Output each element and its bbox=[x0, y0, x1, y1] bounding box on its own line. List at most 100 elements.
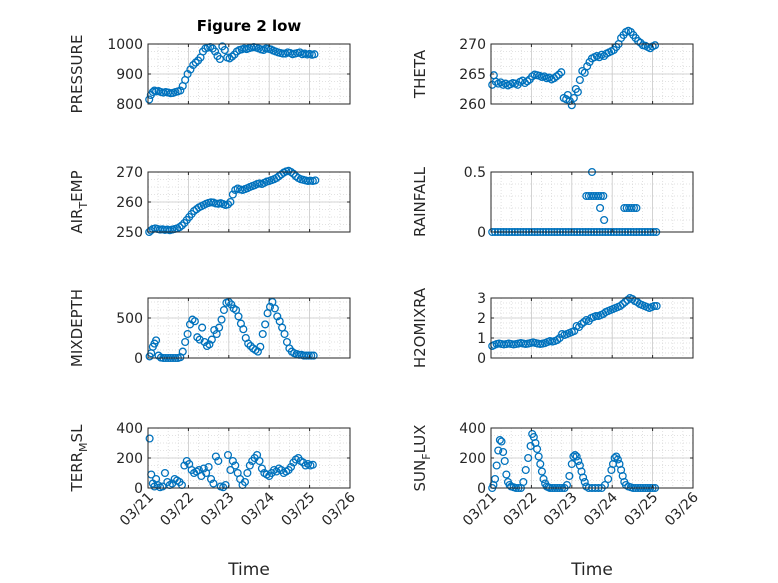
data-point bbox=[181, 337, 190, 347]
data-point bbox=[492, 461, 501, 470]
data-point bbox=[518, 76, 527, 85]
x-tick-label: 03/22 bbox=[157, 490, 197, 530]
x-tick-label: 03/22 bbox=[500, 490, 540, 530]
data-point bbox=[206, 474, 216, 484]
data-point bbox=[261, 320, 270, 329]
data-point bbox=[580, 477, 589, 487]
subplot-air-temp: 250 260 270 AIRTEMP bbox=[68, 165, 351, 241]
data-point bbox=[650, 41, 660, 50]
y-tick-label: 260 bbox=[459, 97, 486, 113]
data-point bbox=[257, 464, 266, 473]
data-point bbox=[497, 437, 506, 446]
y-tick-label: 0 bbox=[134, 351, 143, 367]
data-point bbox=[176, 86, 185, 95]
data-point bbox=[309, 351, 318, 360]
data-point bbox=[591, 311, 601, 321]
data-point bbox=[594, 191, 603, 201]
axes-box bbox=[147, 297, 351, 359]
x-tick-label: 03/25 bbox=[622, 490, 662, 530]
data-point bbox=[180, 461, 189, 470]
data-point bbox=[495, 435, 504, 445]
subplot-h2omixra: 0 1 2 3 H2OMIXRA bbox=[411, 287, 694, 368]
data-point bbox=[270, 304, 279, 313]
data-point bbox=[219, 305, 229, 315]
data-point bbox=[567, 459, 576, 469]
data-point bbox=[215, 54, 224, 64]
data-point bbox=[579, 473, 588, 482]
y-axis-label: H2OMIXRA bbox=[411, 287, 429, 368]
data-point bbox=[490, 474, 500, 484]
data-point bbox=[521, 465, 530, 475]
data-point bbox=[178, 347, 187, 356]
subplot-pressure: 800 900 1000 PRESSURE bbox=[68, 35, 351, 113]
data-point bbox=[570, 450, 580, 460]
data-point bbox=[500, 456, 509, 466]
data-point bbox=[198, 323, 207, 332]
data-point bbox=[207, 335, 216, 344]
y-tick-label: 400 bbox=[116, 421, 143, 437]
data-point bbox=[226, 197, 235, 207]
x-tick-label: 03/24 bbox=[581, 489, 621, 529]
data-point bbox=[244, 339, 253, 348]
data-point bbox=[214, 456, 223, 466]
y-axis-label: SUNFLUX bbox=[411, 425, 433, 492]
data-point bbox=[286, 462, 296, 472]
y-tick-label: 400 bbox=[459, 421, 486, 437]
y-tick-label: 0 bbox=[477, 481, 486, 497]
data-point bbox=[240, 477, 250, 487]
data-point bbox=[577, 319, 586, 329]
subplot-mixdepth: 0 500 MIXDEPTH bbox=[68, 289, 351, 367]
data-point bbox=[574, 456, 583, 466]
y-tick-label: 0.5 bbox=[464, 165, 486, 181]
data-point bbox=[219, 483, 228, 492]
data-point bbox=[573, 87, 582, 97]
data-point bbox=[204, 462, 213, 472]
data-point bbox=[227, 300, 236, 309]
data-point bbox=[579, 317, 588, 327]
data-point bbox=[211, 47, 220, 56]
y-tick-label: 265 bbox=[459, 67, 486, 83]
data-point bbox=[557, 68, 566, 77]
x-tick-label: 03/23 bbox=[198, 490, 238, 530]
data-point bbox=[209, 479, 218, 488]
x-tick-label: 03/24 bbox=[238, 489, 278, 529]
data-point bbox=[308, 460, 317, 469]
y-tick-label: 270 bbox=[116, 165, 143, 181]
data-point bbox=[226, 465, 235, 475]
data-point bbox=[650, 301, 659, 311]
y-tick-label: 0 bbox=[477, 225, 486, 241]
data-point bbox=[227, 52, 237, 61]
y-tick-label: 200 bbox=[459, 451, 486, 467]
data-point bbox=[223, 200, 233, 209]
data-point bbox=[280, 329, 289, 339]
y-axis-label: AIRTEMP bbox=[68, 170, 90, 233]
data-point bbox=[616, 301, 625, 311]
data-point bbox=[524, 453, 533, 463]
y-axis-label: MIXDEPTH bbox=[68, 289, 86, 367]
data-point bbox=[289, 169, 298, 178]
data-point bbox=[228, 456, 237, 466]
y-tick-label: 3 bbox=[477, 291, 486, 307]
data-point bbox=[145, 434, 154, 443]
y-tick-label: 200 bbox=[116, 451, 143, 467]
y-tick-label: 1000 bbox=[107, 37, 143, 53]
data-point bbox=[599, 191, 608, 201]
data-point bbox=[217, 315, 226, 324]
y-tick-label: 2 bbox=[477, 311, 486, 327]
data-point bbox=[499, 447, 508, 457]
data-point bbox=[596, 191, 605, 201]
data-point bbox=[255, 456, 264, 466]
data-point bbox=[234, 312, 243, 321]
data-point bbox=[569, 452, 578, 461]
x-axis-label: Time bbox=[570, 560, 613, 580]
y-tick-label: 1 bbox=[477, 331, 486, 347]
data-point bbox=[632, 203, 641, 213]
data-point bbox=[621, 297, 630, 307]
data-point bbox=[536, 459, 545, 469]
data-point bbox=[231, 461, 240, 470]
x-tick-label: 03/25 bbox=[279, 490, 319, 530]
data-point bbox=[519, 477, 528, 487]
y-tick-label: 270 bbox=[459, 37, 486, 53]
